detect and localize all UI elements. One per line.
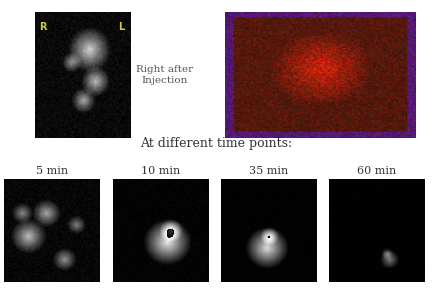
Text: R: R xyxy=(39,22,47,32)
Text: Right after
Injection: Right after Injection xyxy=(136,65,193,85)
Text: At different time points:: At different time points: xyxy=(140,137,293,151)
Text: L: L xyxy=(119,22,125,32)
Text: 35 min: 35 min xyxy=(249,166,288,176)
Text: 60 min: 60 min xyxy=(357,166,396,176)
Text: 5 min: 5 min xyxy=(36,166,68,176)
Text: 10 min: 10 min xyxy=(141,166,180,176)
